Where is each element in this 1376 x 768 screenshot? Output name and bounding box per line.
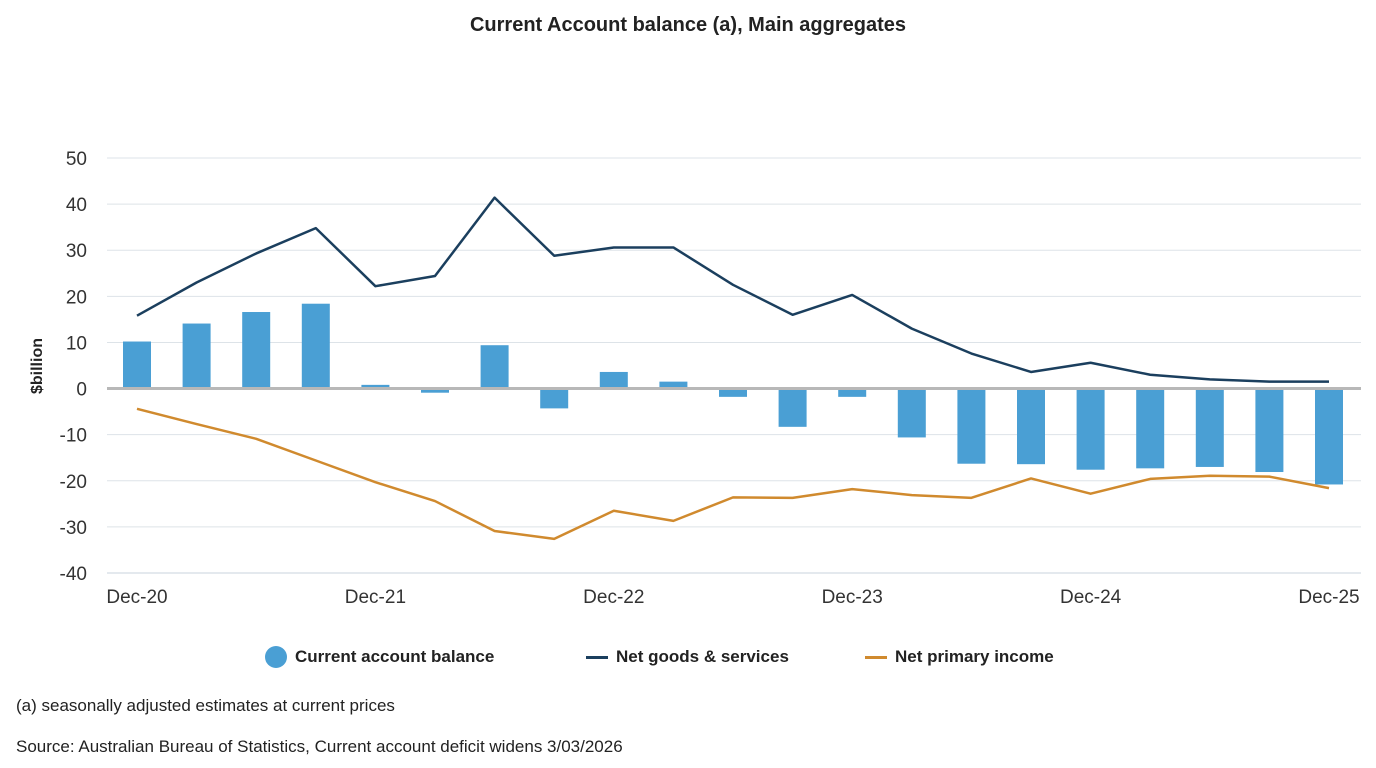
bar-current-account-3[interactable] <box>301 303 330 389</box>
legend-item-current-account-balance[interactable]: Current account balance <box>265 642 494 672</box>
y-tick-label: -20 <box>60 472 87 493</box>
y-tick-label: 20 <box>66 287 87 308</box>
y-tick-label: 10 <box>66 333 87 354</box>
y-tick-label: -10 <box>60 426 87 447</box>
legend-item-net-goods-services[interactable]: Net goods & services <box>586 642 789 672</box>
line-layer <box>136 196 1330 541</box>
grid-layer <box>107 157 1361 574</box>
bar-current-account-11[interactable] <box>778 388 807 427</box>
bar-layer <box>123 303 1343 485</box>
bar-current-account-12[interactable] <box>838 388 867 397</box>
chart-title: Current Account balance (a), Main aggreg… <box>469 14 906 36</box>
legend-label: Current account balance <box>295 647 495 666</box>
bar-current-account-13[interactable] <box>897 388 926 438</box>
x-tick-labels: Dec-20 Dec-21 Dec-22 Dec-23 Dec-24 Dec-25 <box>106 587 1359 608</box>
series-line-net-goods-services[interactable] <box>136 196 1329 383</box>
bar-current-account-6[interactable] <box>480 345 509 389</box>
x-tick-label: Dec-24 <box>1060 587 1122 608</box>
y-axis-label: $billion <box>29 338 46 394</box>
legend-label: Net primary income <box>895 647 1054 666</box>
x-tick-label: Dec-25 <box>1298 587 1359 608</box>
y-tick-label: 30 <box>66 241 87 262</box>
y-tick-label: 50 <box>66 149 87 170</box>
legend-swatch-line <box>865 655 887 659</box>
bar-current-account-7[interactable] <box>540 388 569 409</box>
legend: Current account balance Net goods & serv… <box>0 642 1376 672</box>
bar-current-account-5[interactable] <box>421 388 449 393</box>
source-note: Source: Australian Bureau of Statistics,… <box>16 737 623 756</box>
footnote: (a) seasonally adjusted estimates at cur… <box>16 696 395 715</box>
bar-current-account-14[interactable] <box>957 388 986 464</box>
legend-item-net-primary-income[interactable]: Net primary income <box>865 642 1054 672</box>
bar-current-account-15[interactable] <box>1017 388 1045 465</box>
bar-current-account-10[interactable] <box>719 388 747 397</box>
y-tick-labels: 50 40 30 20 10 0 -10 -20 -30 -40 <box>60 149 87 585</box>
legend-label: Net goods & services <box>616 647 789 666</box>
bar-current-account-17[interactable] <box>1136 388 1165 469</box>
y-tick-label: 40 <box>66 195 87 216</box>
y-tick-label: -30 <box>60 518 87 539</box>
x-tick-label: Dec-21 <box>345 587 406 608</box>
series-line-net-primary-income[interactable] <box>136 407 1330 541</box>
y-tick-label: 0 <box>76 380 87 401</box>
bar-current-account-4[interactable] <box>361 384 390 389</box>
bar-current-account-18[interactable] <box>1195 388 1224 467</box>
bar-current-account-2[interactable] <box>242 312 271 389</box>
bar-current-account-19[interactable] <box>1255 388 1284 473</box>
bar-current-account-9[interactable] <box>659 381 688 389</box>
bar-current-account-0[interactable] <box>123 341 151 389</box>
x-tick-label: Dec-20 <box>106 587 167 608</box>
bar-current-account-1[interactable] <box>182 323 211 389</box>
bar-current-account-8[interactable] <box>599 371 628 389</box>
bar-current-account-16[interactable] <box>1076 388 1105 470</box>
bar-current-account-20[interactable] <box>1315 388 1343 485</box>
legend-swatch-line <box>586 655 608 659</box>
x-tick-label: Dec-23 <box>822 587 883 608</box>
y-tick-label: -40 <box>60 564 87 585</box>
x-tick-label: Dec-22 <box>583 587 644 608</box>
legend-swatch-bar <box>265 646 287 668</box>
